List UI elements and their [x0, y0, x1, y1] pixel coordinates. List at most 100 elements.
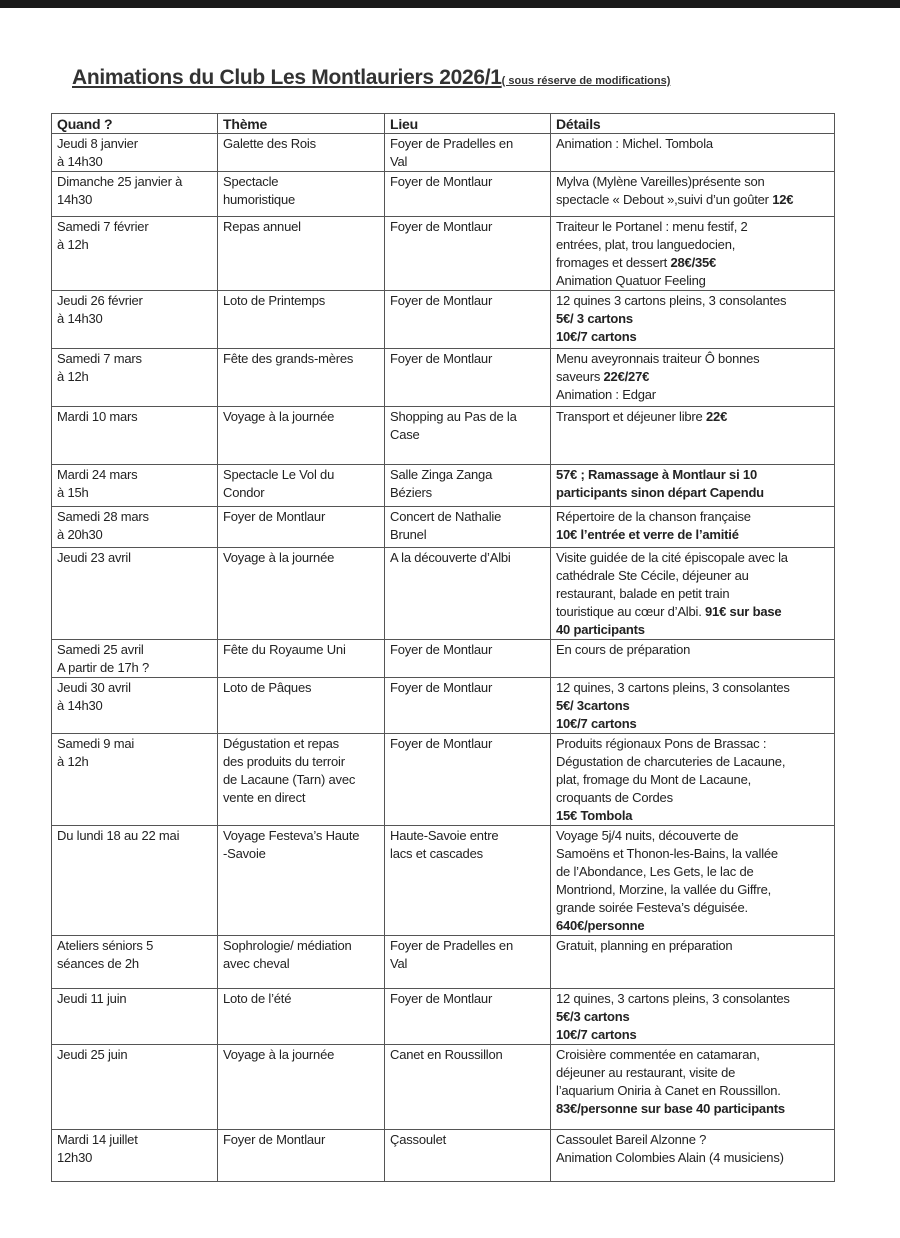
details-text: Dégustation de charcuteries de Lacaune,	[556, 754, 786, 769]
quand-line: Jeudi 23 avril	[57, 550, 131, 565]
table-row: Dimanche 25 janvier à 14h30 Spectacle humor…	[51, 171, 835, 217]
lieu-line: Foyer de Pradelles en	[390, 136, 513, 151]
details-line: Gratuit, planning en préparation	[556, 937, 829, 955]
cell-details: Visite guidée de la cité épiscopale avec…	[550, 547, 835, 640]
cell-theme: Fête des grands-mères	[217, 348, 385, 407]
quand-line: Mardi 10 mars	[57, 409, 138, 424]
page-title: Animations du Club Les Montlauriers 2026…	[72, 66, 670, 90]
lieu-line: Çassoulet	[390, 1132, 447, 1147]
lieu-line: Foyer de Montlaur	[390, 351, 493, 366]
header-quand: Quand ?	[51, 113, 218, 134]
quand-line: Mardi 24 mars	[57, 467, 138, 482]
quand-line: à 15h	[57, 485, 89, 500]
details-text: Samoëns et Thonon-les-Bains, la vallée	[556, 846, 778, 861]
price-text: 10€ l’entrée et verre de l’amitié	[556, 527, 739, 542]
details-text: restaurant, balade en petit train	[556, 586, 730, 601]
quand-line: Ateliers séniors 5	[57, 938, 154, 953]
details-text: fromages et dessert	[556, 255, 671, 270]
cell-theme: Voyage à la journée	[217, 1044, 385, 1130]
table-header-row: Quand ? Thème Lieu Détails	[51, 113, 835, 134]
theme-line: Spectacle	[223, 174, 279, 189]
details-line: Animation Colombies Alain (4 musiciens)	[556, 1149, 829, 1167]
details-text: 12 quines, 3 cartons pleins, 3 consolant…	[556, 680, 790, 695]
theme-line: Voyage à la journée	[223, 550, 335, 565]
price-text: 15€ Tombola	[556, 808, 633, 823]
cell-details: Transport et déjeuner libre 22€	[550, 406, 835, 465]
cell-details: 12 quines 3 cartons pleins, 3 consolante…	[550, 290, 835, 349]
quand-line: à 14h30	[57, 154, 103, 169]
header-lieu: Lieu	[384, 113, 551, 134]
cell-theme: Loto de Pâques	[217, 677, 385, 734]
price-text: 5€/ 3cartons	[556, 698, 630, 713]
lieu-line: Foyer de Montlaur	[390, 736, 493, 751]
lieu-line: Foyer de Montlaur	[390, 293, 493, 308]
quand-line: Samedi 25 avril	[57, 642, 144, 657]
theme-line: Foyer de Montlaur	[223, 1132, 326, 1147]
cell-theme: Voyage à la journée	[217, 406, 385, 465]
header-theme: Thème	[217, 113, 385, 134]
scan-edge	[0, 0, 900, 8]
theme-line: Voyage à la journée	[223, 409, 335, 424]
cell-quand: Samedi 28 mars à 20h30	[51, 506, 218, 548]
cell-theme: Sophrologie/ médiation avec cheval	[217, 935, 385, 989]
details-text: Animation Colombies Alain (4 musiciens)	[556, 1150, 784, 1165]
cell-lieu: Çassoulet	[384, 1129, 551, 1182]
details-text: Gratuit, planning en préparation	[556, 938, 733, 953]
details-text: Croisière commentée en catamaran,	[556, 1047, 760, 1062]
header-details: Détails	[550, 113, 835, 134]
details-text: Montriond, Morzine, la vallée du Giffre,	[556, 882, 772, 897]
details-line: Répertoire de la chanson française	[556, 508, 829, 526]
cell-lieu: Foyer de Montlaur	[384, 348, 551, 407]
quand-line: séances de 2h	[57, 956, 139, 971]
details-text: croquants de Cordes	[556, 790, 673, 805]
details-line: Animation : Edgar	[556, 386, 829, 404]
lieu-line: Béziers	[390, 485, 432, 500]
details-line: Menu aveyronnais traiteur Ô bonnes	[556, 350, 829, 368]
details-line: 12 quines, 3 cartons pleins, 3 consolant…	[556, 990, 829, 1008]
cell-quand: Jeudi 30 avril à 14h30	[51, 677, 218, 734]
cell-lieu: Shopping au Pas de la Case	[384, 406, 551, 465]
cell-lieu: Canet en Roussillon	[384, 1044, 551, 1130]
table-row: Ateliers séniors 5 séances de 2h Sophrolog…	[51, 935, 835, 989]
details-text: entrées, plat, trou languedocien,	[556, 237, 736, 252]
cell-quand: Samedi 9 mai à 12h	[51, 733, 218, 826]
details-text: spectacle « Debout »,suivi d’un goûter	[556, 192, 773, 207]
price-text: 22€/27€	[603, 369, 650, 384]
quand-line: à 12h	[57, 754, 89, 769]
lieu-line: Brunel	[390, 527, 427, 542]
cell-theme: Foyer de Montlaur	[217, 506, 385, 548]
price-text: 10€/7 cartons	[556, 716, 637, 731]
quand-line: à 12h	[57, 237, 89, 252]
price-text: 83€/personne sur base 40 participants	[556, 1101, 785, 1116]
details-line: déjeuner au restaurant, visite de	[556, 1064, 829, 1082]
cell-theme: Repas annuel	[217, 216, 385, 291]
cell-details: Traiteur le Portanel : menu festif, 2 ent…	[550, 216, 835, 291]
details-line: Mylva (Mylène Vareilles)présente son	[556, 173, 829, 191]
cell-lieu: Foyer de Montlaur	[384, 216, 551, 291]
details-line: Transport et déjeuner libre 22€	[556, 408, 829, 426]
details-text: grande soirée Festeva’s déguisée.	[556, 900, 748, 915]
details-line: plat, fromage du Mont de Lacaune,	[556, 771, 829, 789]
details-line: 10€/7 cartons	[556, 328, 829, 346]
cell-details: Mylva (Mylène Vareilles)présente son spec…	[550, 171, 835, 217]
cell-lieu: Foyer de Montlaur	[384, 733, 551, 826]
details-line: 5€/3 cartons	[556, 1008, 829, 1026]
details-line: entrées, plat, trou languedocien,	[556, 236, 829, 254]
table-row: Jeudi 23 avril Voyage à la journée A la dé…	[51, 547, 835, 640]
details-text: Visite guidée de la cité épiscopale avec…	[556, 550, 788, 565]
details-line: croquants de Cordes	[556, 789, 829, 807]
details-line: cathédrale Ste Cécile, déjeuner au	[556, 567, 829, 585]
cell-details: Gratuit, planning en préparation	[550, 935, 835, 989]
table-row: Mardi 24 mars à 15h Spectacle Le Vol du Con…	[51, 464, 835, 507]
details-text: Menu aveyronnais traiteur Ô bonnes	[556, 351, 760, 366]
lieu-line: Foyer de Montlaur	[390, 642, 493, 657]
cell-lieu: A la découverte d’Albi	[384, 547, 551, 640]
quand-line: à 14h30	[57, 311, 103, 326]
details-line: 5€/ 3 cartons	[556, 310, 829, 328]
details-text: Cassoulet Bareil Alzonne ?	[556, 1132, 707, 1147]
details-text: de l’Abondance, Les Gets, le lac de	[556, 864, 754, 879]
cell-lieu: Foyer de Pradelles en Val	[384, 935, 551, 989]
theme-line: des produits du terroir	[223, 754, 345, 769]
quand-line: Samedi 7 mars	[57, 351, 142, 366]
price-text: 5€/ 3 cartons	[556, 311, 633, 326]
